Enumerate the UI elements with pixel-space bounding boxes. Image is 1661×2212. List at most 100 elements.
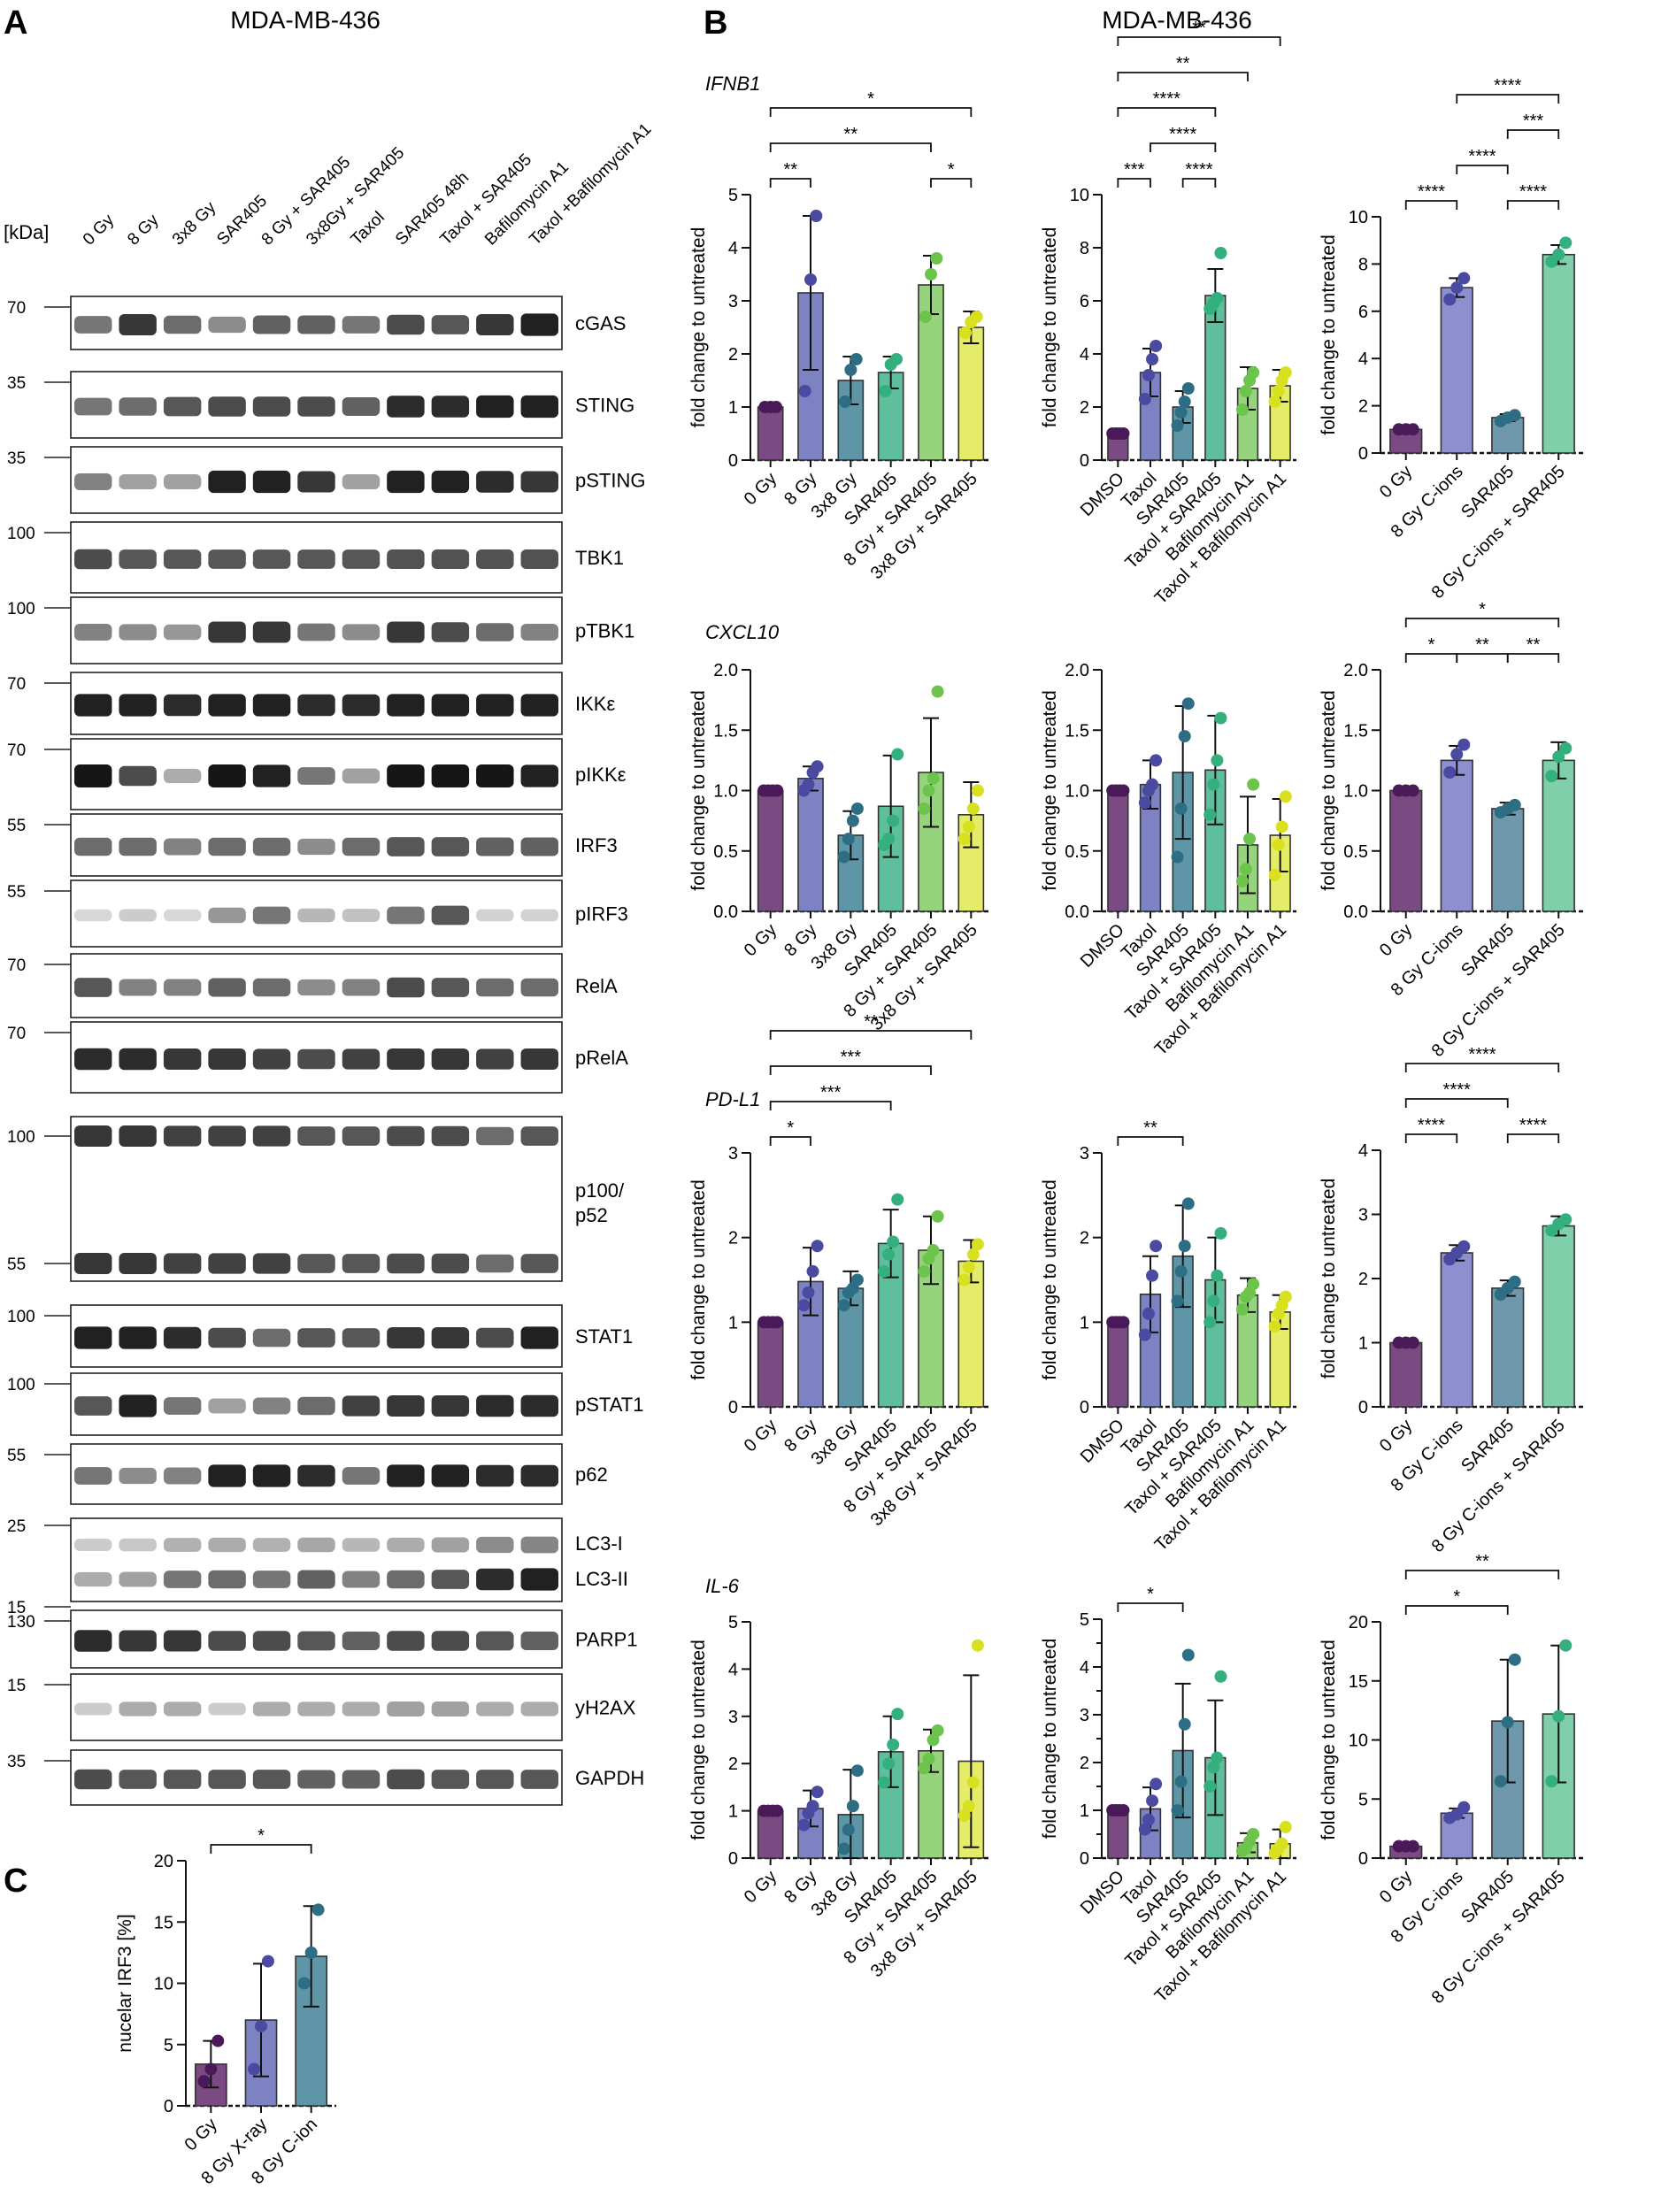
significance-label: **** (1494, 76, 1521, 96)
protein-label: p62 (575, 1463, 608, 1486)
data-point (971, 1238, 984, 1251)
blot-band (520, 1631, 558, 1651)
significance-label: **** (1468, 147, 1496, 166)
data-point (1171, 419, 1184, 432)
data-point (1211, 754, 1224, 767)
blot-band (297, 1631, 335, 1651)
data-point (927, 772, 940, 785)
y-tick-label: 4 (1358, 1141, 1368, 1161)
blot-band (252, 1701, 291, 1717)
y-tick-label: 3 (728, 1708, 738, 1727)
y-tick-label: 4 (1358, 349, 1368, 369)
y-tick-label: 1 (1080, 1313, 1089, 1333)
blot-band (74, 978, 112, 997)
protein-label: p52 (575, 1204, 608, 1226)
data-point (798, 385, 811, 397)
data-point (882, 1248, 896, 1261)
blot-band (387, 694, 425, 717)
y-tick-label: 0.5 (1343, 842, 1368, 862)
significance-bracket (1404, 618, 1560, 627)
blot-band (431, 1537, 470, 1553)
blot-band (431, 978, 470, 997)
y-tick-label: 3 (1358, 1206, 1368, 1225)
x-tick-label: 0 Gy (1376, 920, 1416, 960)
data-point (1211, 1269, 1224, 1282)
data-point (878, 1776, 891, 1789)
blot-band (387, 621, 425, 643)
blot-band (74, 1048, 112, 1071)
blot-band (119, 549, 157, 569)
y-axis-label: nucelar IRF3 [%] (115, 1914, 135, 2052)
x-tick-label: 0 Gy (1376, 462, 1416, 502)
data-point (1443, 293, 1457, 306)
y-tick-label: 5 (728, 186, 738, 205)
blot-band (520, 1536, 558, 1554)
bar (757, 406, 784, 461)
data-point (1150, 754, 1163, 767)
data-point (1203, 1780, 1217, 1793)
data-point (1247, 1278, 1260, 1291)
data-point (962, 820, 975, 833)
blot-band (431, 1048, 470, 1070)
data-point (1174, 406, 1188, 419)
blot-band (342, 1467, 381, 1485)
data-point (1178, 396, 1191, 408)
significance-label: **** (1185, 160, 1212, 180)
data-point (1247, 1828, 1260, 1840)
y-tick-label: 1.0 (1343, 782, 1368, 802)
blot-band (520, 1048, 558, 1070)
y-tick-label: 0 (1358, 1849, 1368, 1869)
y-tick-label: 1.0 (713, 782, 738, 802)
kda-marker: 55 (7, 817, 26, 835)
protein-label: GAPDH (575, 1767, 644, 1789)
significance-bracket (1181, 178, 1217, 188)
blot-band (119, 837, 157, 856)
y-tick-label: 0 (728, 451, 738, 471)
significance-bracket (1117, 107, 1217, 117)
blot-band (431, 1464, 470, 1487)
bar (1389, 789, 1423, 912)
significance-label: * (787, 1118, 794, 1138)
blot-band (431, 1770, 470, 1789)
significance-bracket (1404, 1063, 1560, 1072)
blot-band (342, 694, 381, 717)
bar (757, 1809, 784, 1859)
blot-band (119, 624, 157, 641)
blot-band (476, 1254, 514, 1273)
data-point (802, 778, 815, 791)
data-point (797, 1818, 811, 1832)
significance-label: ** (1192, 19, 1206, 38)
blot-band (431, 1631, 470, 1651)
blot-band (208, 1253, 246, 1274)
y-tick-label: 0 (1358, 1398, 1368, 1417)
y-axis-label: fold change to untreated (1040, 227, 1060, 428)
data-point (1552, 248, 1565, 261)
y-tick-label: 4 (1080, 1658, 1089, 1678)
data-point (771, 1316, 784, 1329)
data-point (1117, 427, 1130, 440)
blot-band (252, 470, 291, 494)
blot-band (163, 909, 202, 922)
blot-band (163, 838, 202, 856)
x-tick-label: 0 Gy (741, 1416, 781, 1455)
data-point (966, 1248, 980, 1261)
blot-band (476, 395, 514, 419)
blot-band (208, 1702, 246, 1716)
bar (1107, 1321, 1129, 1408)
data-point (1146, 1269, 1159, 1282)
blot-band (431, 1327, 470, 1348)
blot-band (252, 906, 291, 925)
data-point (931, 685, 944, 698)
protein-label: pSTING (575, 470, 645, 492)
blot-band (74, 1571, 112, 1587)
blot-band (476, 314, 514, 335)
significance-label: ** (784, 160, 798, 180)
blot-band (119, 1048, 157, 1071)
protein-label: STAT1 (575, 1325, 633, 1348)
significance-bracket (1404, 653, 1458, 663)
blot-band (119, 1538, 157, 1552)
